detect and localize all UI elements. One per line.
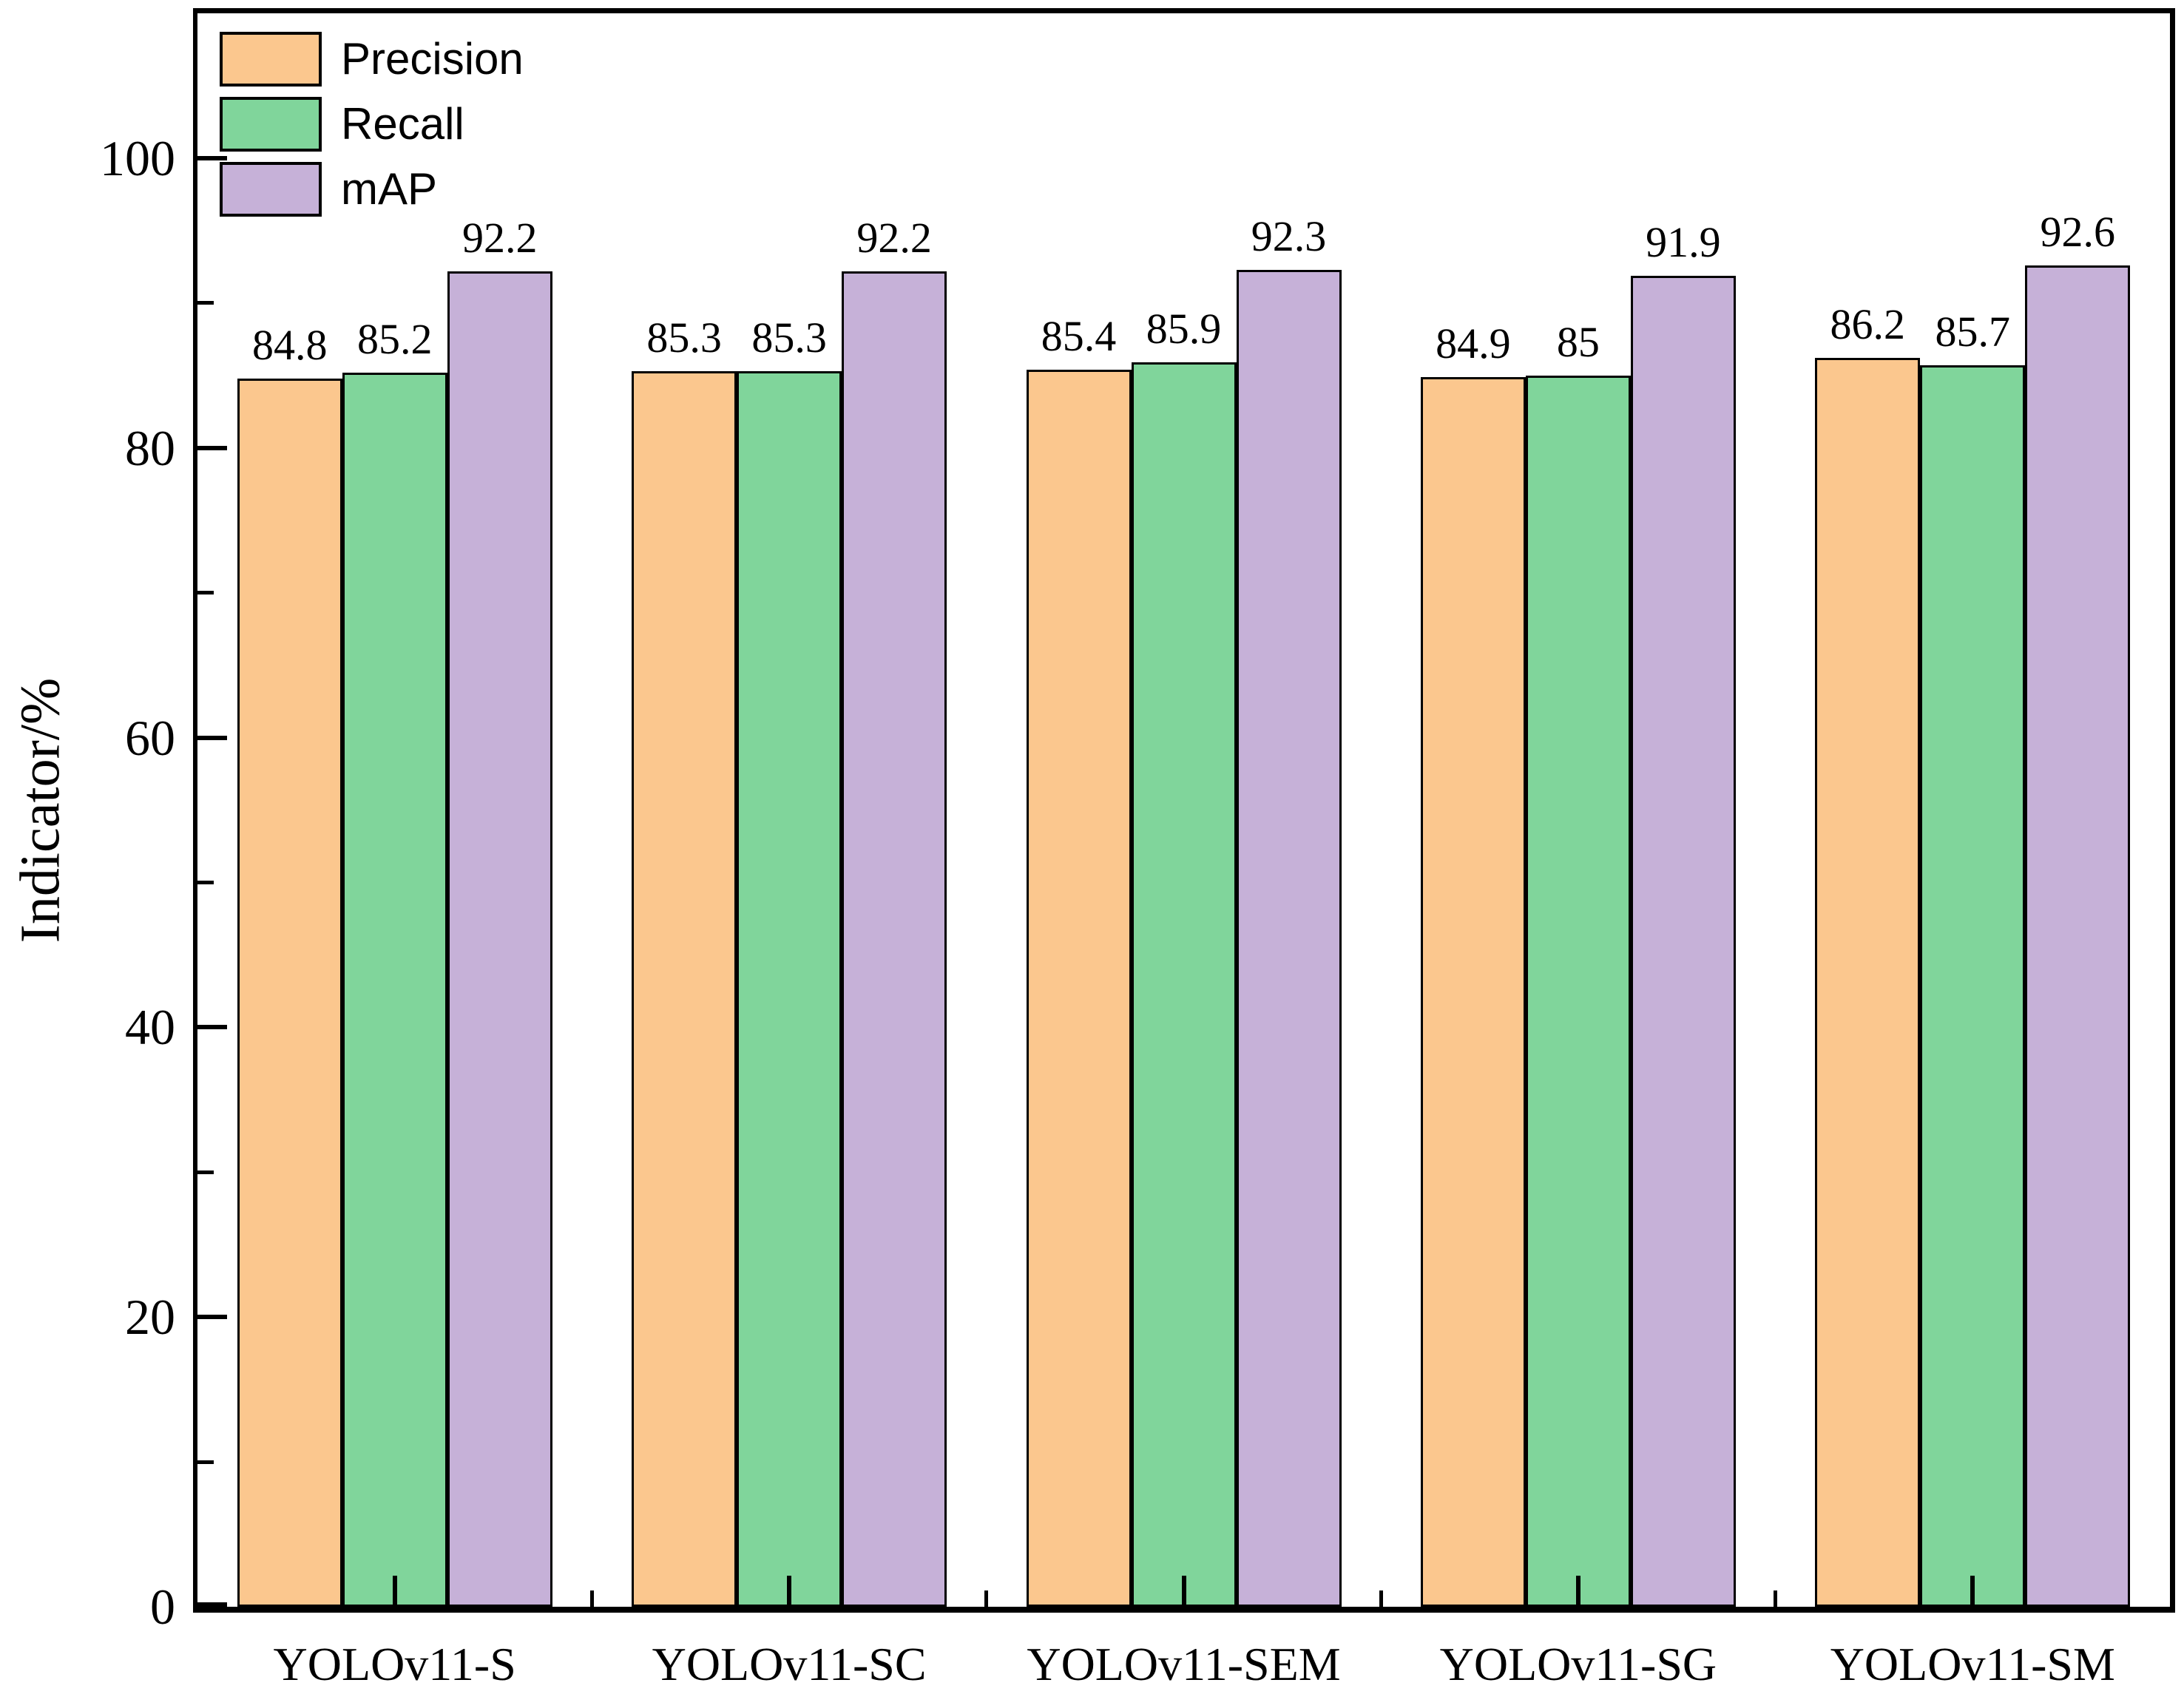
y-minor-tick [197, 880, 214, 884]
bar-value-label: 84.9 [1436, 319, 1511, 367]
x-minor-tick [984, 1590, 989, 1607]
bar-value-label: 85.4 [1041, 311, 1117, 360]
x-tick-label: YOLOv11-S [273, 1638, 516, 1690]
y-tick-label: 0 [150, 1579, 175, 1635]
bar-precision-yolov11-s [237, 378, 342, 1607]
bar-value-label: 84.8 [251, 320, 328, 369]
bar-value-label: 92.3 [1251, 211, 1327, 260]
legend-label: Recall [341, 99, 464, 149]
bar-value-label: 85.7 [1935, 308, 2011, 356]
x-major-tick [1575, 1576, 1580, 1607]
x-major-tick [1181, 1576, 1186, 1607]
bar-recall-yolov11-sm [1920, 365, 2026, 1607]
y-minor-tick [197, 591, 214, 595]
plot-area: Indicator/% Precision Recall mAP 84.8 85.2 9… [10, 8, 2175, 1688]
y-major-tick [197, 1602, 227, 1607]
bar-value-label: 91.9 [1646, 217, 1721, 266]
y-major-tick [197, 155, 227, 160]
bar-precision-yolov11-sm [1815, 358, 1921, 1607]
y-major-tick [197, 445, 227, 450]
x-major-tick [1970, 1576, 1975, 1607]
legend-item-recall: Recall [220, 97, 524, 152]
legend-item-map: mAP [220, 162, 524, 217]
bar-value-label: 86.2 [1830, 300, 1906, 349]
legend-item-precision: Precision [220, 32, 524, 87]
bar-map-yolov11-sc [842, 271, 947, 1607]
legend-swatch-precision [220, 32, 322, 87]
bar-recall-yolov11-sem [1131, 362, 1237, 1607]
y-tick-label: 80 [125, 419, 175, 476]
x-minor-tick [1379, 1590, 1383, 1607]
bar-recall-yolov11-s [342, 372, 447, 1607]
bar-value-label: 92.2 [462, 213, 538, 262]
bar-recall-yolov11-sc [737, 370, 842, 1607]
x-tick-label: YOLOv11-SEM [1027, 1638, 1341, 1690]
bar-map-yolov11-sem [1236, 269, 1342, 1607]
y-major-tick [197, 1025, 227, 1030]
y-tick-label: 100 [100, 129, 175, 186]
legend-label: Precision [341, 34, 524, 84]
x-major-tick [787, 1576, 792, 1607]
y-major-tick [197, 1315, 227, 1320]
bar-value-label: 92.6 [2040, 207, 2116, 256]
bar-value-label: 85.2 [356, 314, 433, 363]
legend: Precision Recall mAP [220, 32, 524, 217]
x-tick-label: YOLOv11-SG [1439, 1638, 1717, 1690]
y-tick-label: 20 [125, 1289, 175, 1346]
legend-swatch-map [220, 162, 322, 217]
x-tick-label: YOLOv11-SC [652, 1638, 927, 1690]
y-major-tick [197, 735, 227, 740]
bar-recall-yolov11-sg [1525, 375, 1631, 1607]
x-minor-tick [589, 1590, 594, 1607]
y-minor-tick [197, 301, 214, 305]
legend-swatch-recall [220, 97, 322, 152]
y-minor-tick [197, 1460, 214, 1464]
bar-precision-yolov11-sc [632, 370, 737, 1607]
y-minor-tick [197, 1170, 214, 1174]
bar-value-label: 85.9 [1146, 305, 1222, 353]
x-major-tick [392, 1576, 397, 1607]
bar-precision-yolov11-sem [1026, 369, 1132, 1607]
bar-map-yolov11-s [447, 271, 552, 1607]
x-tick-label: YOLOv11-SM [1830, 1638, 2115, 1690]
legend-label: mAP [341, 164, 438, 214]
bar-precision-yolov11-sg [1420, 376, 1526, 1607]
bar-value-label: 85.3 [646, 313, 722, 362]
y-tick-label: 60 [125, 709, 175, 766]
x-minor-tick [1774, 1590, 1778, 1607]
bar-value-label: 85 [1556, 317, 1600, 366]
y-tick-label: 40 [125, 999, 175, 1056]
bar-value-label: 85.3 [751, 313, 827, 362]
bar-value-label: 92.2 [856, 213, 932, 262]
y-axis-title: Indicator/% [9, 677, 72, 943]
bar-map-yolov11-sm [2025, 265, 2131, 1607]
bar-map-yolov11-sg [1630, 275, 1736, 1607]
